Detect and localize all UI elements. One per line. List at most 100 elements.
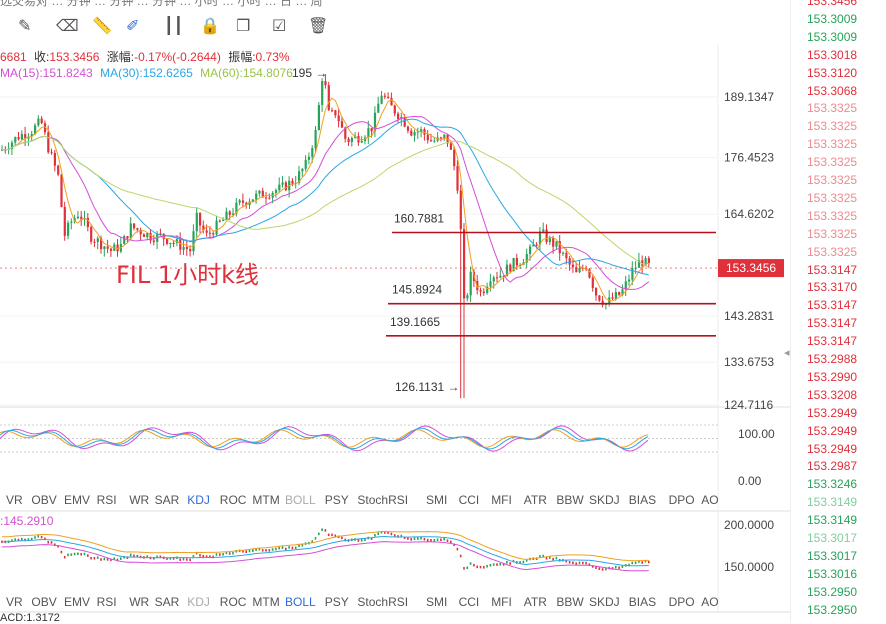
tab-obv[interactable]: OBV <box>31 493 57 507</box>
tab-dpo[interactable]: DPO <box>668 595 695 609</box>
candle-body <box>631 268 634 280</box>
candle-body <box>324 81 327 86</box>
trade-price: 153.3170 <box>807 280 858 295</box>
tab-boll[interactable]: BOLL <box>285 595 316 609</box>
kline-chart[interactable]: 160.7881 145.8924 139.1665 195 → 126.1131 → F… <box>0 0 790 623</box>
candle-body <box>565 252 568 259</box>
timeframe-strip[interactable]: 选交易对 … 分钟 … 分钟 … 分钟 … 小时 … 小时 … 日 … 周 <box>0 0 323 8</box>
tab-boll[interactable]: BOLL <box>285 493 316 507</box>
trade-price: 153.3456 <box>807 0 858 8</box>
tab-bias[interactable]: BIAS <box>628 493 657 507</box>
tab-ao[interactable]: AO <box>701 493 719 507</box>
candle-body <box>380 95 383 104</box>
copy-icon[interactable]: ❐ <box>236 16 251 35</box>
tab-stochrsi[interactable]: StochRSI <box>357 595 409 609</box>
tab-atr[interactable]: ATR <box>523 493 547 507</box>
tab-bias[interactable]: BIAS <box>628 595 657 609</box>
candle-body <box>208 232 212 234</box>
candle-body <box>307 156 311 160</box>
tab-cci[interactable]: CCI <box>458 595 480 609</box>
candle-body <box>284 182 287 191</box>
tab-mtm[interactable]: MTM <box>252 493 280 507</box>
tab-sar[interactable]: SAR <box>154 493 180 507</box>
tab-obv[interactable]: OBV <box>31 595 57 609</box>
tab-smi[interactable]: SMI <box>426 595 448 609</box>
tab-rsi[interactable]: RSI <box>96 595 117 609</box>
price-axis: 189.1347 176.4523 164.6202 143.2831 133.6753… <box>0 90 790 412</box>
tab-kdj[interactable]: KDJ <box>187 493 210 507</box>
candle-body <box>545 229 548 243</box>
candle-body <box>76 216 80 219</box>
lock-icon[interactable]: 🔒 <box>200 16 220 35</box>
trade-price: 153.3325 <box>807 101 858 116</box>
candle-body <box>228 211 231 215</box>
tab-mtm[interactable]: MTM <box>252 595 280 609</box>
level-label: 160.7881 <box>394 211 444 225</box>
candle-body <box>96 238 99 242</box>
trade-price: 153.2949 <box>807 441 858 456</box>
brush-icon[interactable]: ✐ <box>126 16 140 35</box>
candle-body <box>618 292 621 295</box>
trash-icon[interactable]: 🗑 <box>308 16 329 35</box>
candle-body <box>390 97 393 106</box>
candle-body <box>34 125 37 135</box>
tab-mfi[interactable]: MFI <box>491 493 512 507</box>
tab-wr[interactable]: WR <box>129 493 150 507</box>
tab-bbw[interactable]: BBW <box>556 595 584 609</box>
candle-body <box>340 121 344 128</box>
candle-body <box>410 130 413 136</box>
open-value: 6681 <box>0 50 27 64</box>
candle-body <box>476 281 479 291</box>
tab-skdj[interactable]: SKDJ <box>589 493 620 507</box>
tab-roc[interactable]: ROC <box>219 595 247 609</box>
price-tick: 143.2831 <box>724 309 774 323</box>
tab-vr[interactable]: VR <box>6 493 23 507</box>
candle-body <box>136 228 139 230</box>
candle-body <box>482 291 485 293</box>
tab-smi[interactable]: SMI <box>426 493 448 507</box>
ma-legend: MA(15):151.8243 MA(30):152.6265 MA(60):1… <box>0 66 293 80</box>
eraser-icon[interactable]: ⌫ <box>56 16 79 35</box>
tab-ao[interactable]: AO <box>701 595 719 609</box>
drawing-toolbar: 选交易对 … 分钟 … 分钟 … 分钟 … 小时 … 小时 … 日 … 周 ✎ … <box>0 0 790 44</box>
candle-body <box>169 242 172 244</box>
tab-emv[interactable]: EMV <box>64 493 91 507</box>
tab-mfi[interactable]: MFI <box>491 595 512 609</box>
boll-tick: 200.0000 <box>724 518 774 532</box>
tab-emv[interactable]: EMV <box>64 595 91 609</box>
candle-body <box>588 269 591 278</box>
tab-wr[interactable]: WR <box>129 595 150 609</box>
candle-icon[interactable]: ┃┃ <box>164 16 184 35</box>
pencil-icon[interactable]: ✎ <box>18 16 32 35</box>
trade-price: 153.2949 <box>807 405 858 420</box>
tab-atr[interactable]: ATR <box>523 595 547 609</box>
candle-body <box>212 233 215 235</box>
tab-bbw[interactable]: BBW <box>556 493 584 507</box>
candle-body <box>525 253 528 263</box>
candle-body <box>492 277 495 282</box>
candle-body <box>463 229 466 299</box>
tab-psy[interactable]: PSY <box>324 595 349 609</box>
candle-body <box>426 134 429 141</box>
tab-skdj[interactable]: SKDJ <box>589 595 620 609</box>
acd-value: ACD:1.3172 <box>0 612 60 624</box>
candle-body <box>628 279 631 282</box>
edit-icon[interactable]: ☑ <box>272 16 287 35</box>
candle-body <box>350 138 353 143</box>
tab-kdj[interactable]: KDJ <box>187 595 210 609</box>
candle-body <box>50 152 53 154</box>
tab-cci[interactable]: CCI <box>458 493 480 507</box>
tab-psy[interactable]: PSY <box>324 493 349 507</box>
ruler-icon[interactable]: 📏 <box>92 16 112 35</box>
candle-body <box>232 213 235 215</box>
tab-roc[interactable]: ROC <box>219 493 247 507</box>
tab-dpo[interactable]: DPO <box>668 493 695 507</box>
candle-body <box>86 217 89 228</box>
tab-vr[interactable]: VR <box>6 595 23 609</box>
tab-stochrsi[interactable]: StochRSI <box>357 493 409 507</box>
candle-body <box>529 246 532 254</box>
tab-rsi[interactable]: RSI <box>96 493 117 507</box>
tab-sar[interactable]: SAR <box>154 595 180 609</box>
candle-body <box>281 182 284 185</box>
trade-price: 153.3017 <box>807 548 858 563</box>
